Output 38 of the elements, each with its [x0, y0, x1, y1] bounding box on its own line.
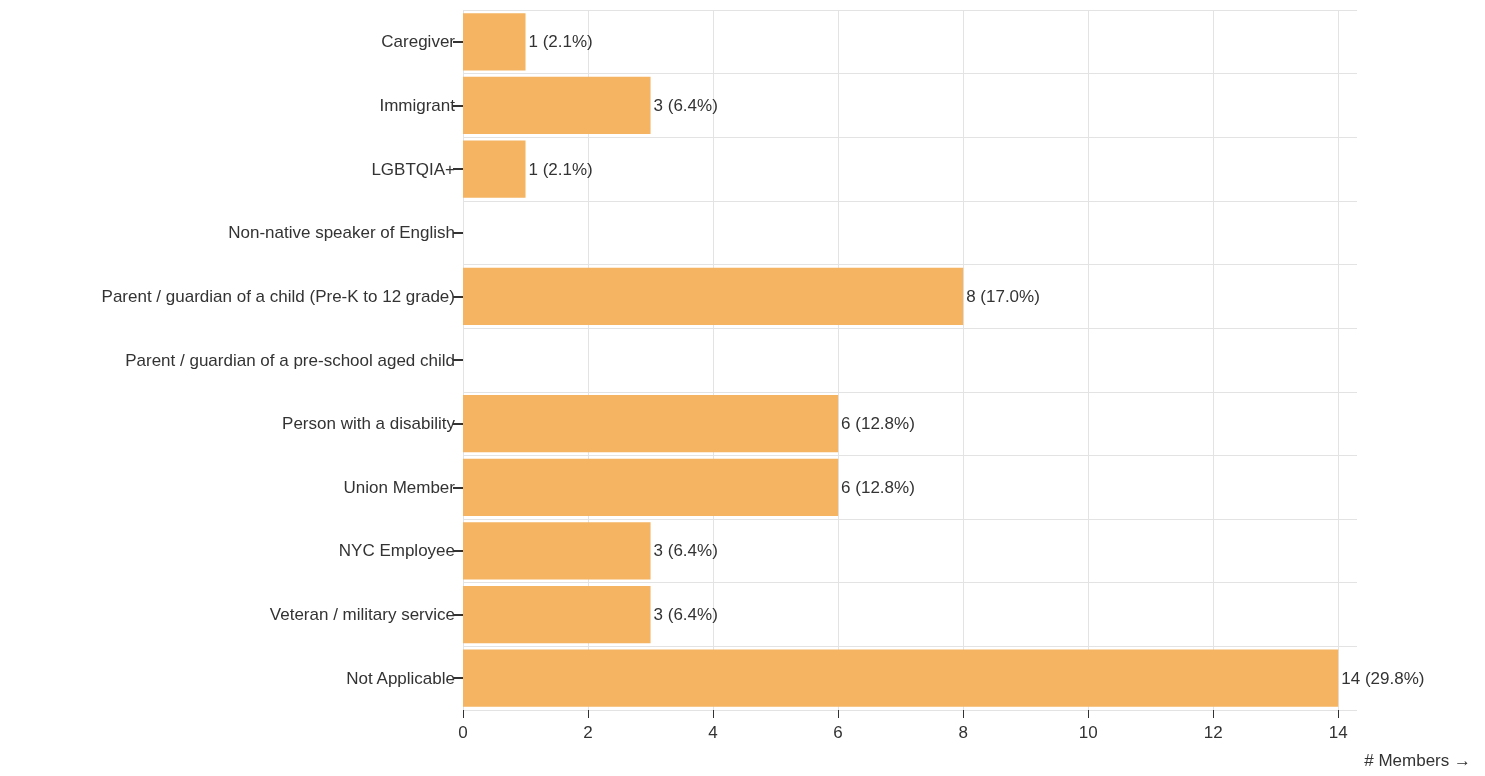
bar [463, 522, 651, 580]
y-tick-label: Parent / guardian of a pre-school aged child [125, 350, 455, 370]
data-label: 3 (6.4%) [653, 541, 718, 561]
x-tick-label: 2 [583, 723, 593, 742]
data-label: 1 (2.1%) [528, 159, 593, 179]
x-tick-label: 0 [458, 723, 468, 742]
bar [463, 585, 651, 644]
y-tick-label: Caregiver [381, 32, 456, 52]
x-tick-label: 8 [958, 723, 968, 742]
bar [463, 649, 1339, 707]
y-tick-label: NYC Employee [338, 541, 455, 561]
y-tick-label: Union Member [343, 477, 456, 497]
y-tick-label: Person with a disability [282, 414, 456, 434]
x-tick-label: 6 [833, 723, 843, 742]
x-axis-title: # Members → [1364, 751, 1471, 770]
bar [463, 267, 964, 325]
y-tick-label: Not Applicable [346, 668, 455, 688]
bar [463, 13, 526, 71]
y-tick-label: Non-native speaker of English [228, 223, 455, 243]
bar [463, 395, 839, 453]
y-tick-label: Veteran / military service [269, 605, 455, 625]
y-tick-label: Parent / guardian of a child (Pre-K to 12 grade) [101, 286, 455, 306]
data-label: 6 (12.8%) [841, 477, 915, 497]
data-label: 3 (6.4%) [653, 605, 718, 625]
data-label: 1 (2.1%) [528, 32, 593, 52]
y-tick-label: LGBTQIA+ [371, 159, 456, 179]
data-label: 3 (6.4%) [653, 95, 718, 115]
bar [463, 76, 651, 135]
x-tick-label: 4 [708, 723, 718, 742]
data-label: 6 (12.8%) [841, 414, 915, 434]
y-tick-label: Immigrant [379, 95, 456, 115]
data-label: 8 (17.0%) [966, 286, 1040, 306]
x-tick-label: 14 [1328, 723, 1348, 742]
bar [463, 140, 526, 198]
bar [463, 458, 839, 516]
data-label: 14 (29.8%) [1341, 668, 1425, 688]
x-tick-label: 10 [1078, 723, 1098, 742]
x-tick-label: 12 [1203, 723, 1223, 742]
